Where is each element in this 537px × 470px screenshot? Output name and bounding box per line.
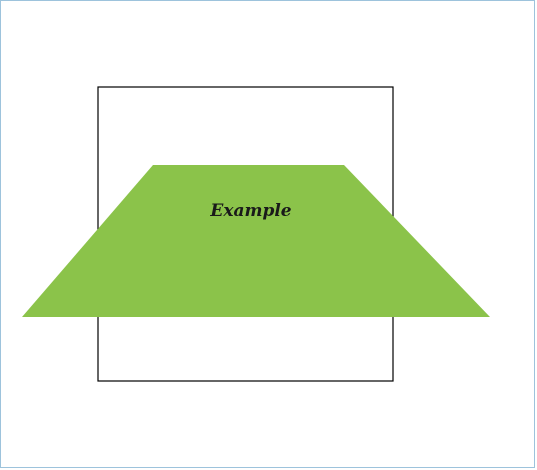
trapezoid-label: Example [209, 201, 291, 221]
green-trapezoid [22, 165, 490, 317]
